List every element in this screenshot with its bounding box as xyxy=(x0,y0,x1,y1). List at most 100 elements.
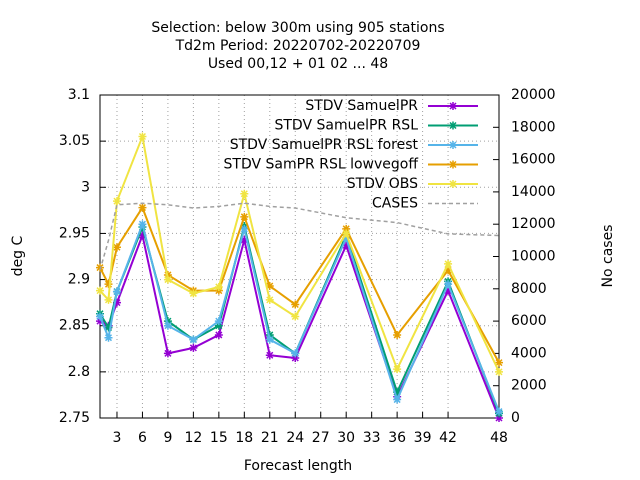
legend-label: CASES xyxy=(372,196,418,212)
x-tick-label: 27 xyxy=(312,430,330,446)
y-axis-label: deg C xyxy=(10,235,26,276)
data-point xyxy=(342,224,351,233)
data-point xyxy=(112,197,121,206)
plot-frame xyxy=(99,94,500,419)
title-line: Used 00,12 + 01 02 ... 48 xyxy=(208,56,388,72)
y2-tick-label: 16000 xyxy=(511,152,556,168)
data-point xyxy=(291,312,300,321)
data-point xyxy=(104,280,113,289)
x-tick-label: 42 xyxy=(439,430,457,446)
data-point xyxy=(104,323,113,332)
data-point xyxy=(112,243,121,252)
y-tick-label: 2.8 xyxy=(68,364,90,380)
data-point xyxy=(163,321,172,330)
series-line xyxy=(99,231,500,419)
legend-marker xyxy=(449,160,457,169)
data-point xyxy=(163,317,172,326)
x-tick-label: 18 xyxy=(235,430,253,446)
data-point xyxy=(112,298,121,307)
data-point xyxy=(214,330,223,339)
y-tick-label: 3 xyxy=(81,179,90,195)
legend-marker xyxy=(449,180,457,188)
y2-tick-label: 12000 xyxy=(511,216,556,232)
data-point xyxy=(444,286,453,295)
y-tick-label: 3.1 xyxy=(68,87,90,103)
data-point xyxy=(444,266,453,275)
data-point xyxy=(138,231,147,240)
data-point xyxy=(240,212,249,221)
x-tick-label: 24 xyxy=(286,430,304,446)
y2-tick-label: 14000 xyxy=(511,184,556,200)
data-point xyxy=(342,229,351,238)
y-tick-label: 2.85 xyxy=(59,318,90,334)
x-tick-label: 12 xyxy=(184,430,202,446)
data-point xyxy=(265,282,274,291)
data-point xyxy=(96,286,104,295)
data-point xyxy=(291,300,300,309)
data-point xyxy=(138,203,147,212)
data-point xyxy=(444,280,453,289)
y2-tick-label: 20000 xyxy=(511,87,556,103)
data-point xyxy=(495,407,503,416)
title-line: Selection: below 300m using 905 stations xyxy=(151,20,444,36)
legend-label: STDV SamuelPR RSL xyxy=(274,118,418,134)
data-point xyxy=(104,295,113,304)
y2-tick-label: 10000 xyxy=(511,249,556,265)
y2-tick-label: 8000 xyxy=(511,281,547,297)
data-point xyxy=(138,132,147,141)
data-point xyxy=(189,335,198,344)
x-tick-label: 15 xyxy=(210,430,228,446)
data-point xyxy=(393,395,402,404)
data-point xyxy=(291,349,300,358)
data-point xyxy=(240,235,249,244)
data-point xyxy=(393,388,402,397)
legend-label: STDV SamuelPR RSL forest xyxy=(230,137,419,153)
y2-tick-label: 18000 xyxy=(511,119,556,135)
y2-tick-label: 6000 xyxy=(511,313,547,329)
x-tick-label: 21 xyxy=(261,430,279,446)
legend-marker xyxy=(449,102,457,110)
data-point xyxy=(163,349,172,358)
data-point xyxy=(265,335,274,344)
y2-axis-label: No cases xyxy=(600,225,616,288)
data-point xyxy=(163,275,172,284)
series-line xyxy=(99,202,500,271)
data-point xyxy=(214,321,223,330)
y-tick-label: 2.75 xyxy=(59,410,90,426)
data-point xyxy=(495,414,503,422)
data-point xyxy=(342,241,351,250)
data-point xyxy=(189,289,198,298)
y2-tick-label: 2000 xyxy=(511,378,547,394)
data-point xyxy=(104,333,113,342)
legend-marker xyxy=(449,141,457,149)
data-point xyxy=(240,189,249,198)
x-tick-label: 48 xyxy=(490,430,508,446)
series-line xyxy=(99,220,500,412)
data-point xyxy=(495,358,503,367)
data-point xyxy=(291,354,300,363)
data-point xyxy=(214,317,223,326)
data-point xyxy=(444,259,453,268)
data-point xyxy=(240,224,249,233)
data-point xyxy=(342,234,351,243)
y2-tick-label: 0 xyxy=(511,410,520,426)
x-tick-label: 9 xyxy=(163,430,172,446)
y-tick-label: 2.95 xyxy=(59,225,90,241)
x-tick-label: 33 xyxy=(363,430,381,446)
x-tick-label: 39 xyxy=(414,430,432,446)
series-line xyxy=(99,205,500,364)
legend-label: STDV OBS xyxy=(347,176,418,192)
data-point xyxy=(265,330,274,339)
legend-marker xyxy=(449,121,457,130)
x-axis-label: Forecast length xyxy=(244,458,352,474)
data-point xyxy=(214,282,223,291)
data-point xyxy=(96,312,104,321)
legend-label: STDV SamPR RSL lowvegoff xyxy=(224,157,419,173)
data-point xyxy=(112,287,121,296)
data-point xyxy=(189,343,198,352)
y-tick-label: 3.05 xyxy=(59,133,90,149)
x-tick-label: 6 xyxy=(138,430,147,446)
data-point xyxy=(265,351,274,360)
y-tick-label: 2.9 xyxy=(68,272,90,288)
